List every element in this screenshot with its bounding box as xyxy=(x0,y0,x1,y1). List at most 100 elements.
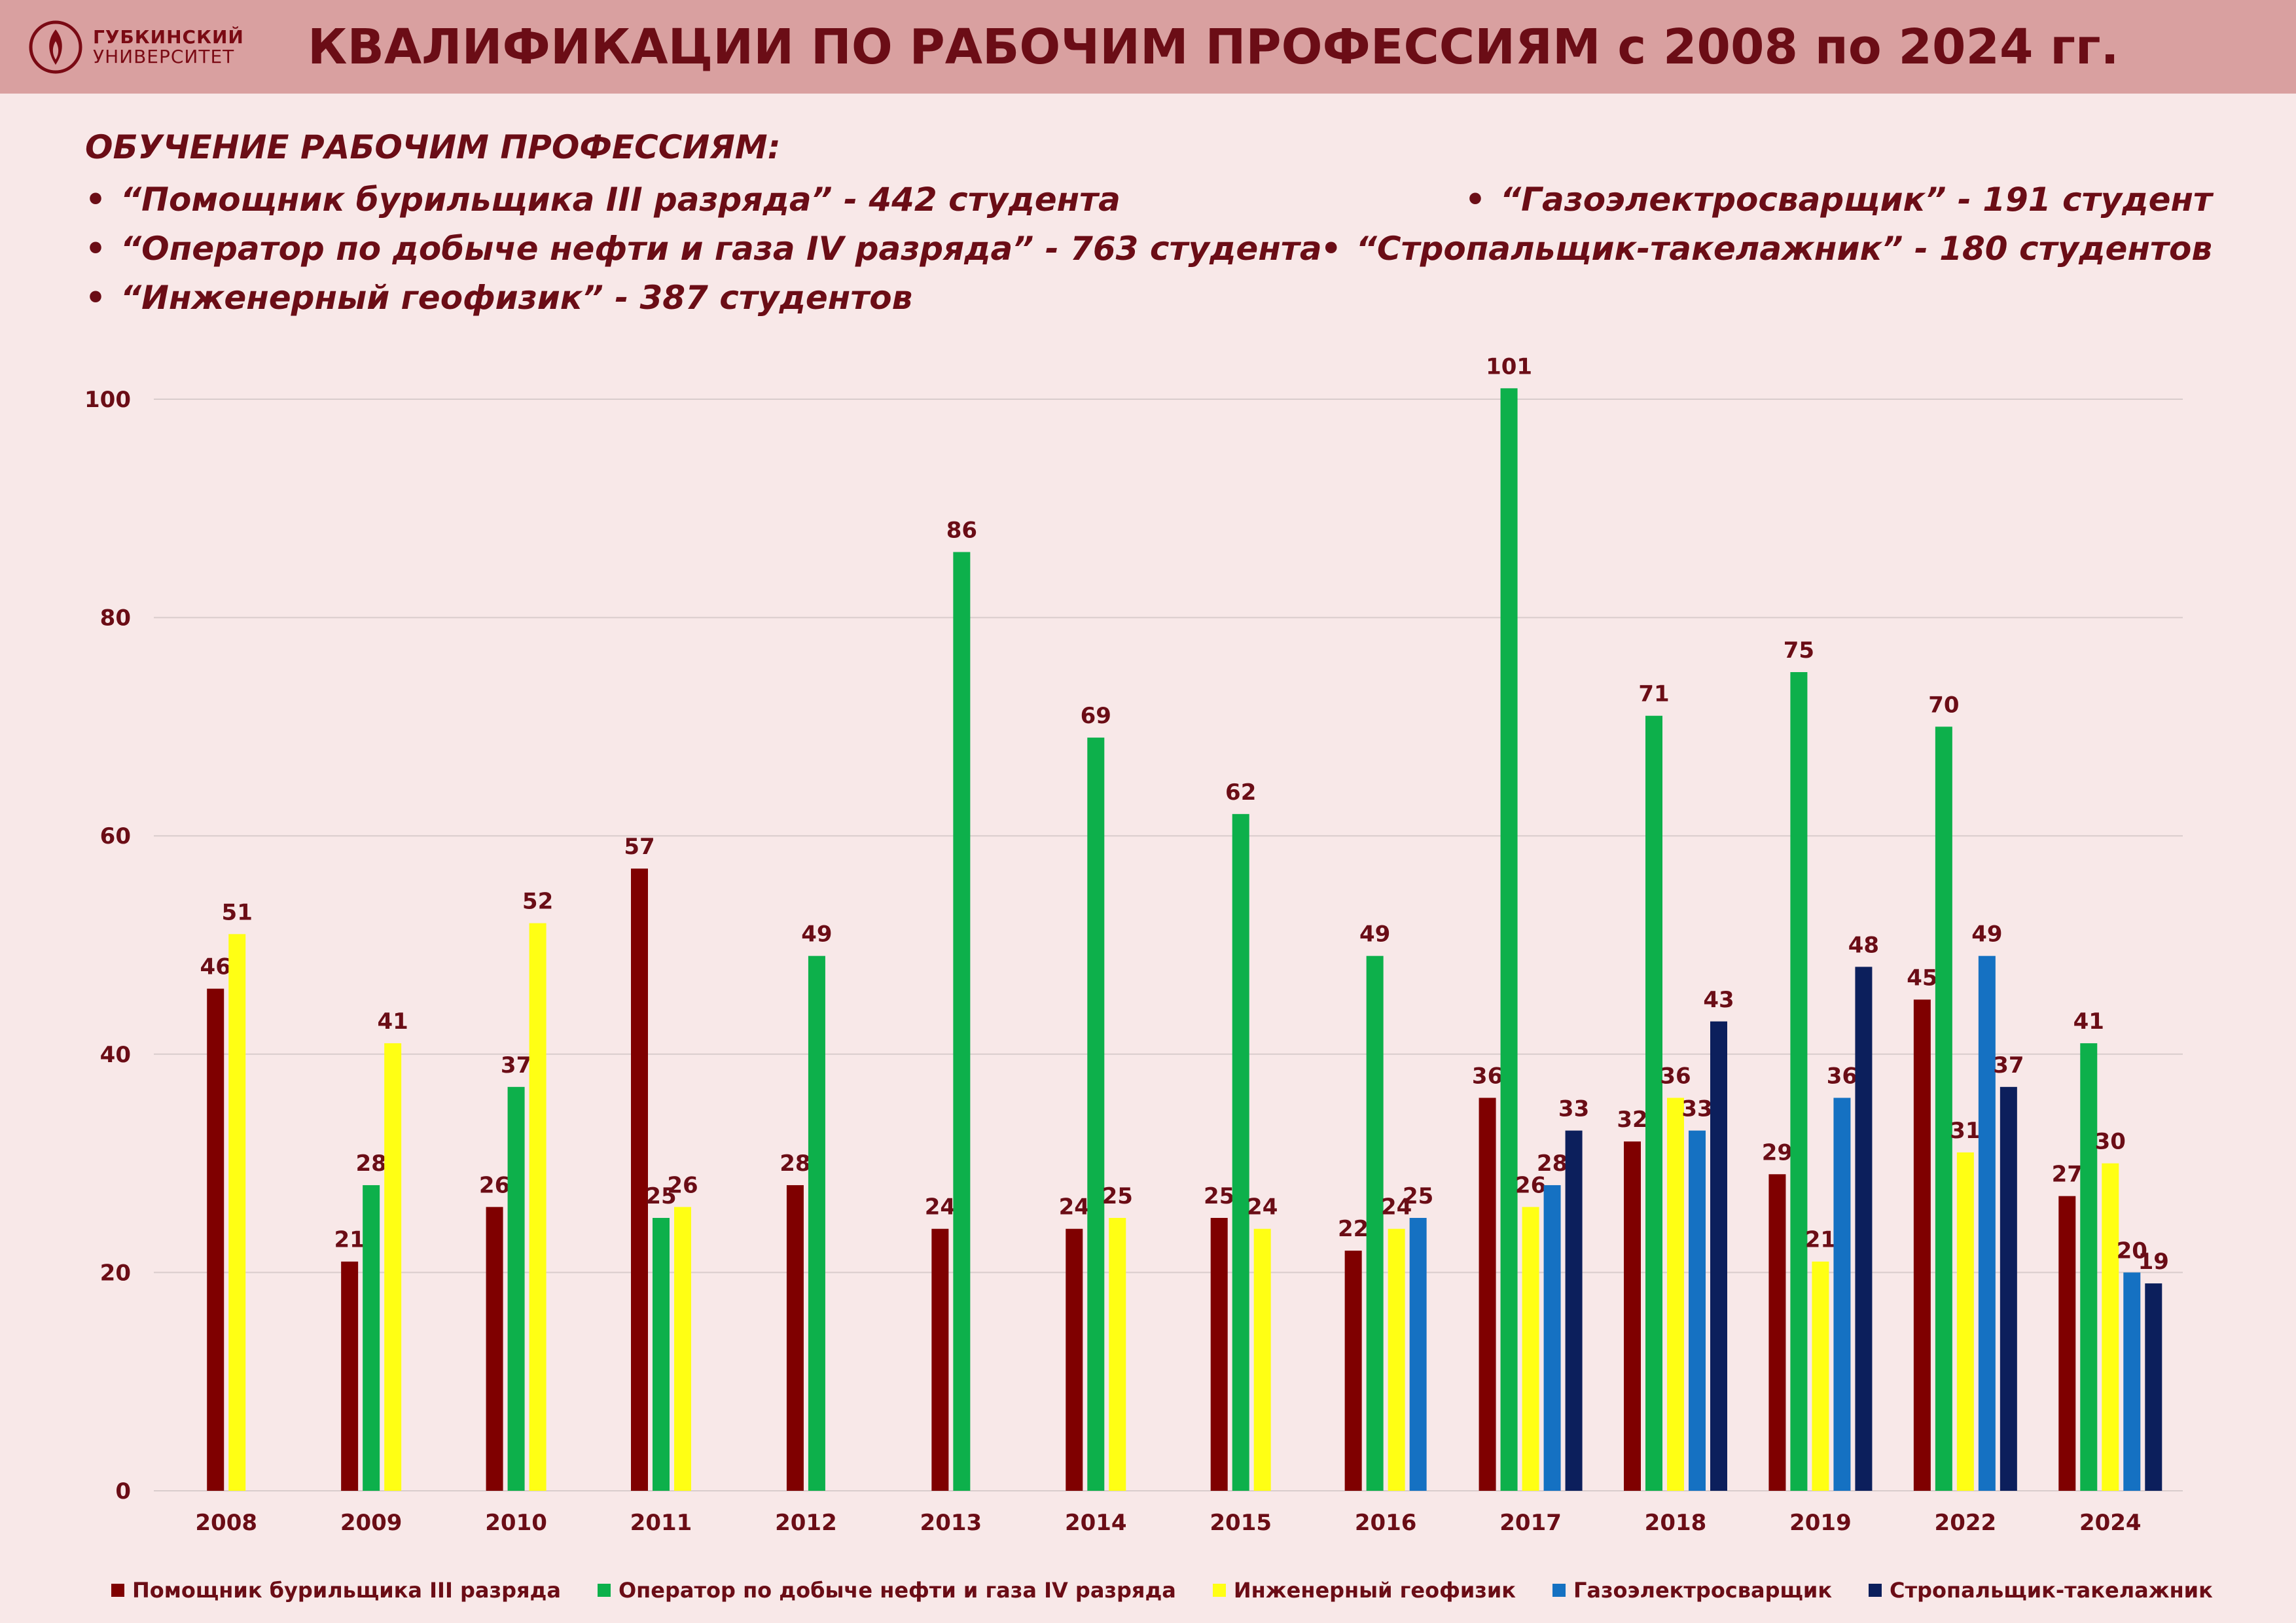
legend-item: Газоэлектросварщик xyxy=(1552,1578,1832,1603)
bar xyxy=(486,1207,503,1491)
data-label: 52 xyxy=(522,889,553,915)
data-label: 25 xyxy=(645,1183,676,1209)
bar xyxy=(653,1218,670,1491)
summary-item-text: “Помощник бурильщика III разряда” - 442 … xyxy=(120,181,1121,219)
y-tick-label: 80 xyxy=(100,605,131,632)
bar xyxy=(1479,1097,1496,1491)
x-tick-label: 2011 xyxy=(630,1510,692,1536)
x-tick-label: 2018 xyxy=(1645,1510,1707,1536)
legend-label: Помощник бурильщика III разряда xyxy=(132,1578,561,1603)
bar xyxy=(1790,672,1808,1491)
data-label: 70 xyxy=(1928,692,1959,718)
x-tick-label: 2008 xyxy=(195,1510,257,1536)
data-label: 31 xyxy=(1950,1118,1981,1144)
data-label: 29 xyxy=(1762,1139,1793,1166)
data-label: 36 xyxy=(1472,1063,1503,1090)
data-label: 26 xyxy=(667,1172,698,1198)
bar xyxy=(2102,1163,2119,1491)
legend-label: Газоэлектросварщик xyxy=(1573,1578,1833,1603)
bar xyxy=(1543,1185,1561,1491)
data-label: 48 xyxy=(1848,932,1879,958)
summary-item-text: “Газоэлектросварщик” - 191 студент xyxy=(1499,181,2212,219)
bar xyxy=(2000,1086,2017,1491)
y-tick-label: 60 xyxy=(100,823,131,849)
training-summary-title: ОБУЧЕНИЕ РАБОЧИМ ПРОФЕССИЯМ: xyxy=(85,128,781,166)
data-label: 24 xyxy=(1247,1194,1278,1221)
legend-swatch xyxy=(111,1584,124,1597)
page-title: КВАЛИФИКАЦИИ ПО РАБОЧИМ ПРОФЕССИЯМ с 200… xyxy=(308,19,2119,75)
bullet-icon: • xyxy=(85,230,106,268)
summary-item-text: “Стропальщик-такелажник” - 180 студентов xyxy=(1355,230,2212,268)
legend-swatch xyxy=(1552,1584,1566,1597)
summary-item: • “Стропальщик-такелажник” - 180 студенто… xyxy=(1321,226,2212,272)
x-tick-label: 2010 xyxy=(485,1510,547,1536)
bar xyxy=(207,988,224,1491)
bar xyxy=(1710,1021,1727,1491)
x-tick-label: 2012 xyxy=(775,1510,837,1536)
bar xyxy=(953,552,971,1491)
bar xyxy=(1500,388,1518,1491)
summary-item-text: “Инженерный геофизик” - 387 студентов xyxy=(120,279,913,317)
data-label: 71 xyxy=(1638,681,1669,707)
bar xyxy=(384,1043,402,1491)
data-label: 28 xyxy=(1537,1150,1568,1177)
data-label: 24 xyxy=(1381,1194,1412,1221)
bar xyxy=(1210,1218,1228,1491)
bar xyxy=(1522,1207,1539,1491)
bar xyxy=(1232,813,1249,1491)
x-tick-label: 2013 xyxy=(920,1510,982,1536)
data-label: 24 xyxy=(1059,1194,1090,1221)
bar xyxy=(1913,999,1931,1491)
data-label: 24 xyxy=(925,1194,956,1221)
bar xyxy=(1667,1097,1684,1491)
data-label: 30 xyxy=(2095,1129,2126,1155)
bar-chart: 0 20 40 60 80 100 2008 2009 2010 2011 2012 2013 2014… xyxy=(84,353,2183,1536)
bar xyxy=(1066,1228,1083,1491)
x-tick-label: 2024 xyxy=(2079,1510,2142,1536)
bullet-icon: • xyxy=(85,279,106,317)
university-logo: ГУБКИНСКИЙ УНИВЕРСИТЕТ xyxy=(27,16,263,79)
data-label: 51 xyxy=(222,899,253,925)
bar xyxy=(1344,1251,1362,1491)
data-label: 45 xyxy=(1907,965,1937,991)
bullet-icon: • xyxy=(1320,230,1342,268)
bar xyxy=(2123,1272,2141,1491)
data-label: 25 xyxy=(1403,1183,1433,1209)
bar xyxy=(931,1228,949,1491)
bar xyxy=(1935,726,1952,1491)
bar xyxy=(1624,1141,1641,1491)
data-label: 22 xyxy=(1338,1216,1369,1242)
data-label: 33 xyxy=(1558,1096,1589,1122)
data-label: 69 xyxy=(1081,703,1111,729)
data-label: 36 xyxy=(1827,1063,1857,1090)
data-label: 32 xyxy=(1617,1107,1647,1133)
bar xyxy=(2080,1043,2098,1491)
training-summary: ОБУЧЕНИЕ РАБОЧИМ ПРОФЕССИЯМ: • “Помощник … xyxy=(85,124,2212,321)
bar xyxy=(1253,1228,1271,1491)
data-label: 25 xyxy=(1204,1183,1234,1209)
chart-legend: Помощник бурильщика III разряда Оператор … xyxy=(111,1571,2213,1610)
bar xyxy=(1812,1261,1829,1491)
data-label: 19 xyxy=(2138,1249,2169,1275)
legend-swatch xyxy=(1212,1584,1226,1597)
legend-item: Стропальщик-такелажник xyxy=(1869,1578,2213,1603)
data-label: 26 xyxy=(479,1172,510,1198)
x-tick-label: 2015 xyxy=(1210,1510,1272,1536)
bar xyxy=(341,1261,359,1491)
legend-item: Оператор по добыче нефти и газа IV разря… xyxy=(597,1578,1176,1603)
data-label: 36 xyxy=(1660,1063,1691,1090)
data-label: 75 xyxy=(1784,637,1814,664)
data-label: 49 xyxy=(801,921,832,948)
bar xyxy=(529,923,547,1491)
data-label: 49 xyxy=(1359,921,1390,948)
data-label: 101 xyxy=(1486,353,1532,380)
x-tick-label: 2022 xyxy=(1935,1510,1997,1536)
legend-swatch xyxy=(597,1584,611,1597)
legend-label: Инженерный геофизик xyxy=(1233,1578,1516,1603)
bar xyxy=(2058,1196,2076,1491)
bar xyxy=(631,868,648,1491)
legend-item: Инженерный геофизик xyxy=(1212,1578,1516,1603)
bar xyxy=(1109,1218,1126,1491)
summary-item: • “Инженерный геофизик” - 387 студентов xyxy=(85,275,912,321)
data-label: 28 xyxy=(355,1150,386,1177)
